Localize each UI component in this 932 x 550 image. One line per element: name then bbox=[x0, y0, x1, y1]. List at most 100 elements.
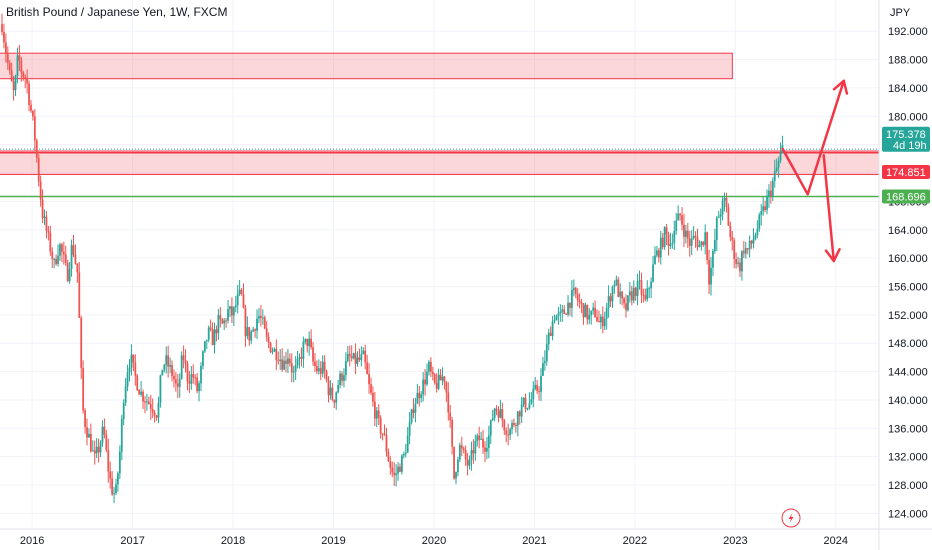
candle-body bbox=[10, 70, 13, 82]
candle-body bbox=[288, 358, 291, 364]
candle-body bbox=[118, 451, 121, 474]
candle-body bbox=[385, 434, 388, 452]
chart-title: British Pound / Japanese Yen, 1W, FXCM bbox=[6, 5, 228, 19]
candle-body bbox=[252, 329, 255, 332]
candle-body bbox=[715, 217, 718, 241]
candle-body bbox=[435, 382, 438, 389]
candle-body bbox=[721, 200, 724, 215]
candle-body bbox=[72, 245, 75, 255]
candle-body bbox=[493, 408, 496, 418]
arrow-up-path[interactable] bbox=[781, 79, 846, 196]
candle-body bbox=[428, 361, 430, 372]
candle-body bbox=[737, 262, 739, 264]
candle-body bbox=[225, 320, 228, 322]
candle-body bbox=[80, 317, 83, 369]
candle-body bbox=[723, 198, 726, 201]
candle-body bbox=[3, 31, 5, 43]
bar-countdown: 4d 19h bbox=[893, 140, 927, 152]
candle-body bbox=[661, 237, 664, 248]
candle-body bbox=[155, 415, 158, 418]
candle-body bbox=[43, 216, 46, 218]
y-tick-label: 156.000 bbox=[888, 281, 928, 293]
candle-body bbox=[470, 450, 473, 461]
candle-body bbox=[402, 454, 405, 456]
candle-body bbox=[764, 206, 766, 210]
candle-body bbox=[375, 410, 378, 419]
candle-body bbox=[4, 42, 7, 55]
candle-body bbox=[310, 338, 313, 348]
candle-body bbox=[147, 401, 150, 405]
candle-body bbox=[775, 167, 778, 171]
candle-body bbox=[725, 198, 728, 208]
candle-body bbox=[659, 237, 662, 258]
candle-body bbox=[509, 429, 511, 436]
candle-body bbox=[638, 280, 641, 282]
candle-body bbox=[192, 374, 195, 378]
candle-body bbox=[617, 279, 620, 297]
candle-body bbox=[565, 313, 568, 315]
candle-body bbox=[636, 281, 639, 296]
candle-body bbox=[366, 362, 369, 375]
candle-body bbox=[74, 254, 77, 264]
candle-body bbox=[771, 180, 774, 197]
x-tick-label: 2023 bbox=[723, 535, 747, 547]
candle-body bbox=[480, 438, 483, 440]
y-tick-label: 148.000 bbox=[888, 338, 928, 350]
candle-body bbox=[267, 336, 270, 343]
lightning-icon[interactable] bbox=[781, 508, 801, 528]
candle-body bbox=[574, 287, 577, 295]
candle-body bbox=[611, 286, 614, 302]
candle-body bbox=[762, 206, 765, 211]
candle-body bbox=[244, 307, 247, 337]
candle-body bbox=[497, 410, 500, 418]
candle-body bbox=[259, 316, 262, 318]
candle-body bbox=[690, 238, 693, 246]
candle-body bbox=[627, 295, 629, 311]
candle-body bbox=[254, 329, 256, 331]
candle-body bbox=[319, 368, 322, 374]
candle-body bbox=[26, 77, 29, 84]
candle-body bbox=[37, 158, 40, 182]
arrow-down-path-head bbox=[824, 248, 841, 263]
candle-body bbox=[28, 83, 30, 105]
candle-body bbox=[455, 472, 457, 479]
candle-body bbox=[169, 364, 171, 367]
x-tick-label: 2018 bbox=[221, 535, 245, 547]
candle-body bbox=[540, 375, 542, 392]
candle-body bbox=[221, 319, 224, 324]
candle-body bbox=[304, 338, 307, 342]
candle-body bbox=[279, 359, 282, 361]
upper-resistance-zone[interactable] bbox=[0, 52, 733, 80]
candle-body bbox=[176, 383, 179, 387]
candle-body bbox=[142, 391, 144, 402]
candle-body bbox=[584, 304, 587, 318]
candle-body bbox=[360, 354, 363, 360]
candle-body bbox=[702, 241, 705, 245]
candle-body bbox=[599, 316, 602, 323]
arrow-up-path-head bbox=[832, 79, 849, 95]
arrow-down-path[interactable] bbox=[822, 154, 836, 263]
candle-body bbox=[708, 260, 710, 285]
candle-body bbox=[520, 404, 523, 417]
candle-body bbox=[395, 473, 398, 476]
candle-body bbox=[679, 213, 681, 216]
candle-body bbox=[569, 302, 571, 308]
y-tick-label: 180.000 bbox=[888, 111, 928, 123]
candle-body bbox=[95, 446, 98, 454]
candle-body bbox=[327, 380, 330, 396]
candle-body bbox=[70, 245, 73, 269]
resistance-zone[interactable] bbox=[0, 150, 880, 175]
candle-body bbox=[234, 305, 237, 308]
candle-body bbox=[205, 339, 208, 342]
candle-body bbox=[505, 430, 508, 435]
candle-body bbox=[648, 288, 651, 290]
currency-label: JPY bbox=[890, 7, 911, 19]
candle-body bbox=[161, 369, 164, 376]
candle-body bbox=[62, 251, 65, 255]
candle-body bbox=[188, 381, 191, 384]
candle-body bbox=[516, 411, 519, 426]
candle-body bbox=[644, 295, 647, 300]
candle-body bbox=[173, 375, 175, 380]
candle-body bbox=[429, 361, 432, 372]
